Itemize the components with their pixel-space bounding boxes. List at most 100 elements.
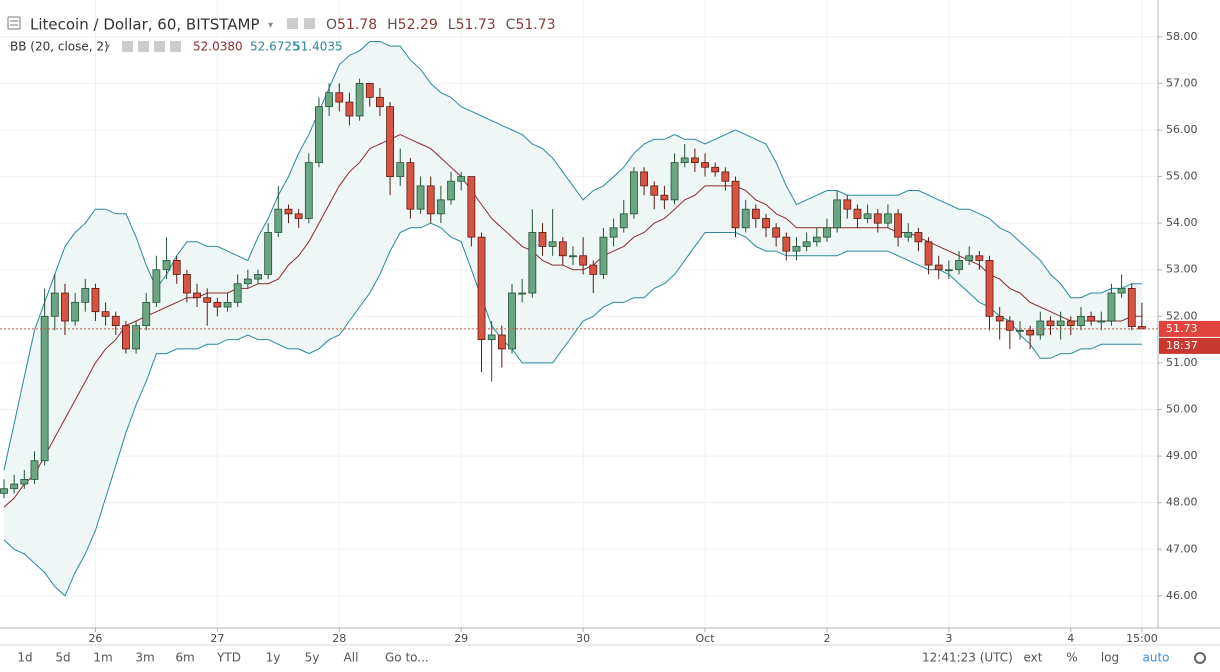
option-button[interactable]: ext bbox=[1024, 651, 1043, 665]
candle-body bbox=[182, 274, 191, 294]
y-tick-label: 50.00 bbox=[1166, 403, 1198, 416]
candle-body bbox=[467, 176, 476, 238]
symbol-icon[interactable] bbox=[7, 16, 21, 30]
candle-body bbox=[152, 269, 161, 303]
candle-body bbox=[132, 325, 140, 350]
range-button[interactable]: 5d bbox=[55, 651, 70, 665]
range-button[interactable]: 3m bbox=[135, 651, 154, 665]
candle-body bbox=[294, 213, 303, 219]
candle-body bbox=[640, 171, 648, 187]
range-button[interactable]: 1d bbox=[17, 651, 32, 665]
candle-body bbox=[833, 199, 842, 229]
candle-body bbox=[680, 157, 689, 163]
icon-button[interactable] bbox=[304, 18, 315, 29]
ohlc-key: H bbox=[387, 17, 398, 33]
settings-icon[interactable] bbox=[1194, 652, 1206, 664]
range-button[interactable]: 1m bbox=[93, 651, 112, 665]
candle-body bbox=[619, 213, 628, 229]
candle-body bbox=[934, 264, 943, 271]
icon-button[interactable] bbox=[287, 18, 298, 29]
candle-body bbox=[1046, 320, 1055, 327]
candle-body bbox=[304, 162, 313, 219]
candle-body bbox=[762, 218, 770, 229]
candle-body bbox=[975, 255, 984, 261]
candle-body bbox=[1056, 320, 1065, 327]
candle-body bbox=[335, 92, 344, 103]
candle-body bbox=[345, 101, 354, 117]
y-tick-label: 56.00 bbox=[1166, 123, 1198, 136]
candle-body bbox=[792, 246, 801, 252]
ohlc-key: O bbox=[326, 17, 337, 33]
range-button[interactable]: 1y bbox=[266, 651, 281, 665]
candle-body bbox=[193, 292, 201, 299]
candle-body bbox=[751, 208, 760, 219]
candle-body bbox=[1097, 320, 1106, 323]
candle-body bbox=[233, 283, 242, 303]
candle-body bbox=[853, 208, 862, 219]
candle-body bbox=[670, 162, 679, 201]
candle-body bbox=[254, 274, 262, 280]
candle-body bbox=[20, 478, 29, 485]
dropdown-arrow[interactable]: ▾ bbox=[268, 20, 273, 31]
range-button[interactable]: 5y bbox=[305, 651, 320, 665]
range-button[interactable]: 6m bbox=[175, 651, 194, 665]
icon-button[interactable] bbox=[170, 41, 181, 52]
bb-upper-value: 52.6725 bbox=[250, 40, 300, 54]
candle-body bbox=[508, 292, 516, 350]
candle-body bbox=[772, 227, 781, 238]
band-fill bbox=[4, 41, 1142, 596]
countdown-label: 18:37 bbox=[1166, 339, 1198, 352]
candle-body bbox=[1127, 287, 1136, 327]
icon-button[interactable] bbox=[154, 41, 165, 52]
icon-button[interactable] bbox=[122, 41, 133, 52]
candle-body bbox=[162, 260, 171, 271]
ohlc-value: 51.78 bbox=[337, 17, 377, 33]
y-tick-label: 47.00 bbox=[1166, 542, 1198, 555]
candle-body bbox=[142, 301, 151, 327]
last-price-box bbox=[1159, 320, 1220, 337]
x-tick-label: Oct bbox=[696, 632, 716, 645]
candle-body bbox=[0, 488, 8, 494]
candle-body bbox=[457, 176, 466, 182]
candle-body bbox=[497, 334, 506, 350]
candle-body bbox=[101, 311, 110, 317]
candle-body bbox=[548, 241, 557, 247]
candle-body bbox=[1005, 320, 1014, 331]
option-button[interactable]: auto bbox=[1142, 651, 1169, 665]
y-tick-label: 55.00 bbox=[1166, 170, 1198, 183]
ohlc-value: 52.29 bbox=[398, 17, 438, 33]
band-upper bbox=[3, 41, 1142, 471]
y-tick-label: 52.00 bbox=[1166, 309, 1198, 322]
candle-body bbox=[325, 92, 334, 108]
candle-body bbox=[50, 292, 59, 317]
goto-button[interactable]: Go to... bbox=[385, 651, 429, 665]
candle-body bbox=[1016, 329, 1024, 332]
candle-body bbox=[894, 213, 902, 238]
candle-body bbox=[406, 162, 415, 210]
candle-body bbox=[823, 227, 831, 238]
candle-body bbox=[223, 301, 232, 308]
candle-body bbox=[426, 185, 435, 215]
candle-body bbox=[660, 194, 669, 201]
candle-body bbox=[243, 278, 252, 285]
candle-body bbox=[589, 264, 598, 275]
candle-body bbox=[802, 241, 811, 247]
x-tick-label: 2 bbox=[823, 632, 830, 645]
icon-button[interactable] bbox=[138, 41, 149, 52]
candle-body bbox=[721, 171, 730, 182]
y-tick-label: 48.00 bbox=[1166, 496, 1198, 509]
candle-body bbox=[81, 287, 90, 303]
range-button[interactable]: YTD bbox=[216, 651, 241, 665]
bb-middle-value: 52.0380 bbox=[193, 40, 243, 54]
candle-body bbox=[213, 301, 222, 308]
option-button[interactable]: log bbox=[1101, 651, 1119, 665]
option-button[interactable]: % bbox=[1066, 651, 1077, 665]
dropdown-arrow[interactable]: ▾ bbox=[105, 42, 110, 53]
range-button[interactable]: All bbox=[344, 651, 359, 665]
y-tick-label: 57.00 bbox=[1166, 76, 1198, 89]
x-tick-label: 29 bbox=[454, 632, 468, 645]
candle-body bbox=[1036, 320, 1045, 336]
x-tick-label: 3 bbox=[945, 632, 952, 645]
